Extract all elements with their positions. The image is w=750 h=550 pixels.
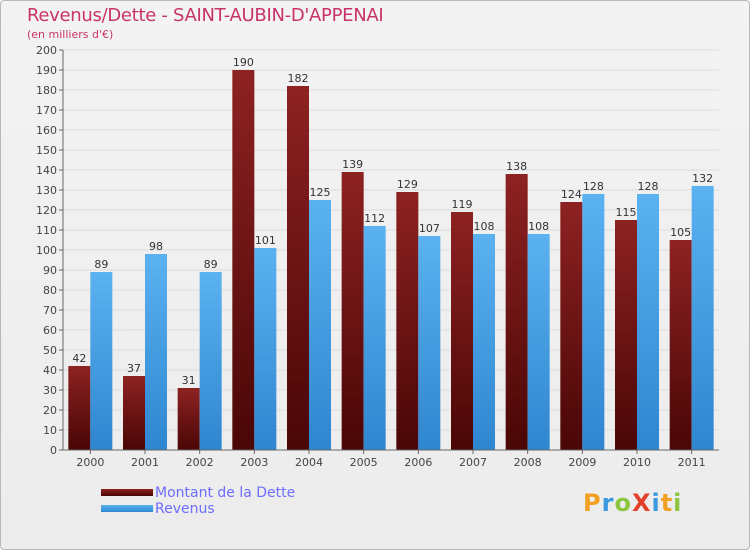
data-label-revenus: 108 [474, 220, 495, 233]
y-tick-label: 140 [36, 164, 57, 177]
bar-revenus [254, 248, 277, 450]
logo-letter: i [651, 489, 661, 517]
bar-revenus [691, 186, 714, 450]
bar-debt [287, 86, 309, 450]
y-tick-label: 90 [43, 264, 57, 277]
y-tick-label: 130 [36, 184, 57, 197]
y-tick-label: 80 [43, 284, 57, 297]
logo-letter: o [614, 489, 632, 517]
data-label-revenus: 98 [149, 240, 163, 253]
x-tick-label: 2005 [350, 456, 378, 469]
y-tick-label: 120 [36, 204, 57, 217]
data-label-debt: 31 [182, 374, 196, 387]
logo-letter: X [631, 489, 652, 517]
chart-subtitle: (en milliers d'€) [27, 28, 114, 41]
data-label-debt: 119 [452, 198, 473, 211]
x-tick-label: 2004 [295, 456, 323, 469]
bar-revenus [418, 236, 441, 450]
data-label-revenus: 132 [692, 172, 713, 185]
x-tick-label: 2000 [76, 456, 104, 469]
bar-revenus [363, 226, 386, 450]
bar-debt [451, 212, 473, 450]
bar-debt [505, 174, 528, 450]
data-label-debt: 190 [233, 56, 254, 69]
data-label-revenus: 108 [528, 220, 549, 233]
bar-revenus [527, 234, 550, 450]
x-tick-label: 2001 [131, 456, 159, 469]
x-tick-label: 2003 [240, 456, 268, 469]
x-tick-label: 2011 [678, 456, 706, 469]
bar-debt [177, 388, 200, 450]
y-tick-label: 170 [36, 104, 57, 117]
bar-debt [341, 172, 364, 450]
y-tick-label: 200 [36, 44, 57, 57]
y-tick-label: 10 [43, 424, 57, 437]
data-label-revenus: 128 [583, 180, 604, 193]
logo-letter: t [660, 489, 674, 517]
y-tick-label: 20 [43, 404, 57, 417]
legend-label-debt: Montant de la Dette [155, 485, 296, 501]
x-tick-label: 2006 [404, 456, 432, 469]
data-label-debt: 115 [616, 206, 637, 219]
legend-swatch-revenus [101, 505, 153, 512]
y-tick-label: 40 [43, 364, 57, 377]
y-tick-label: 100 [36, 244, 57, 257]
bar-debt [396, 192, 419, 450]
data-label-debt: 42 [72, 352, 86, 365]
bar-revenus [473, 234, 495, 450]
legend-label-revenus: Revenus [155, 501, 215, 517]
data-label-revenus: 89 [94, 258, 108, 271]
data-label-revenus: 89 [204, 258, 218, 271]
data-label-debt: 139 [342, 158, 363, 171]
bar-revenus [145, 254, 167, 450]
chart-title: Revenus/Dette - SAINT-AUBIN-D'APPENAI [27, 5, 384, 26]
bar-debt [123, 376, 145, 450]
y-tick-label: 190 [36, 64, 57, 77]
bar-revenus [309, 200, 331, 450]
data-label-debt: 105 [670, 226, 691, 239]
data-label-revenus: 112 [364, 212, 385, 225]
data-label-debt: 182 [288, 72, 309, 85]
y-tick-label: 160 [36, 124, 57, 137]
y-tick-label: 60 [43, 324, 57, 337]
data-label-revenus: 107 [419, 222, 440, 235]
data-label-revenus: 125 [310, 186, 331, 199]
bar-revenus [582, 194, 605, 450]
data-label-revenus: 101 [255, 234, 276, 247]
data-label-debt: 124 [561, 188, 582, 201]
bar-debt [669, 240, 692, 450]
bar-debt [560, 202, 583, 450]
y-tick-label: 0 [50, 444, 57, 457]
logo-letter: P [583, 489, 602, 517]
y-tick-label: 50 [43, 344, 57, 357]
bar-revenus [637, 194, 659, 450]
x-tick-label: 2007 [459, 456, 487, 469]
proxiti-logo: ProXiti [583, 489, 682, 517]
y-tick-label: 30 [43, 384, 57, 397]
bar-debt [615, 220, 637, 450]
y-tick-label: 110 [36, 224, 57, 237]
x-tick-label: 2002 [186, 456, 214, 469]
y-tick-label: 150 [36, 144, 57, 157]
y-tick-label: 180 [36, 84, 57, 97]
logo-letter: r [601, 489, 615, 517]
data-label-debt: 138 [506, 160, 527, 173]
bar-debt [232, 70, 255, 450]
bar-debt [68, 366, 91, 450]
y-tick-label: 70 [43, 304, 57, 317]
legend-swatch-debt [101, 489, 153, 496]
bar-revenus [90, 272, 113, 450]
data-label-debt: 129 [397, 178, 418, 191]
x-tick-label: 2010 [623, 456, 651, 469]
x-tick-label: 2008 [514, 456, 542, 469]
logo-letter: i [673, 489, 683, 517]
bar-revenus [199, 272, 222, 450]
data-label-debt: 37 [127, 362, 141, 375]
data-label-revenus: 128 [638, 180, 659, 193]
x-tick-label: 2009 [568, 456, 596, 469]
